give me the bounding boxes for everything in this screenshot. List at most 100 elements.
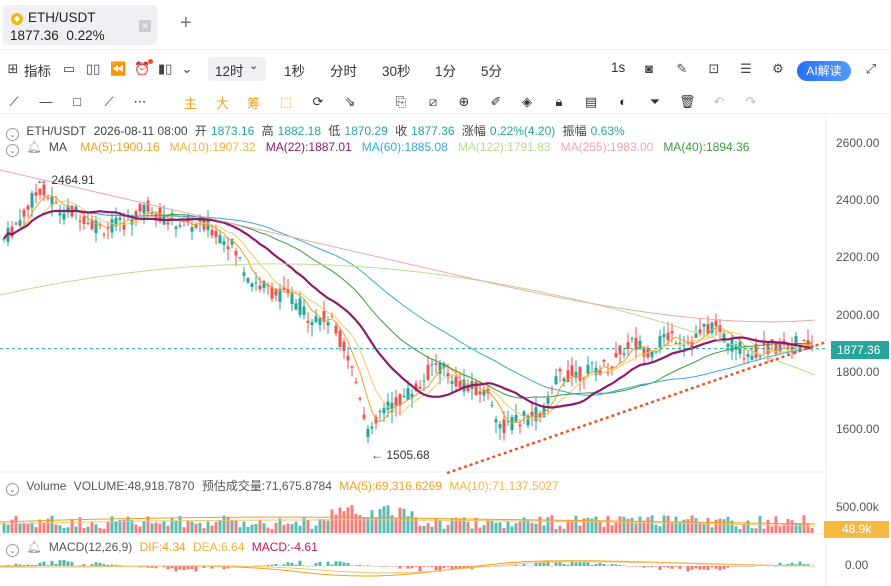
macd-bar	[314, 563, 318, 566]
measure-icon[interactable]: ⇘	[344, 94, 356, 109]
macd-bar	[346, 563, 350, 566]
camera-icon[interactable]: ◙	[645, 61, 653, 76]
chevron-down-icon[interactable]: ⌄	[6, 544, 19, 557]
macd-bar	[754, 565, 758, 567]
rectangle-icon[interactable]: □	[73, 94, 81, 109]
alarm-icon[interactable]: ⏰	[134, 61, 151, 76]
volume-bar	[762, 528, 766, 533]
magnet-icon[interactable]: ◐	[619, 94, 627, 109]
volume-bar	[794, 523, 798, 533]
add-tab-icon[interactable]: +	[180, 12, 192, 34]
volume-bar	[650, 515, 654, 533]
volume-bar	[578, 525, 582, 533]
macd-bar	[414, 566, 418, 567]
ruler-icon[interactable]: ⧄	[428, 94, 438, 109]
macd-bar	[586, 562, 590, 566]
candle-body	[30, 193, 34, 208]
calendar-icon[interactable]: ▭	[62, 61, 76, 76]
timeframe-selected[interactable]: 12时	[215, 64, 244, 79]
volume-bar	[734, 526, 738, 533]
more-icon[interactable]: ⋯	[133, 94, 147, 109]
trash-icon[interactable]: 🗑︎	[679, 94, 696, 109]
pencil-icon[interactable]: ✎	[676, 61, 688, 76]
settings-icon[interactable]: ⚙	[772, 61, 784, 76]
volume-bar	[198, 522, 202, 533]
macd-bar	[502, 565, 506, 567]
volume-bar	[590, 518, 594, 533]
sync-icon[interactable]: ⟳	[312, 94, 324, 109]
lock-icon[interactable]: 🔒︎	[555, 94, 563, 109]
candle-body	[118, 217, 122, 221]
volume-bar	[142, 520, 146, 533]
macd-bar	[274, 564, 278, 566]
indicator-icon[interactable]: ⊞	[7, 61, 19, 76]
candle-body	[694, 333, 698, 338]
candle-type-icon[interactable]: ▮▯	[158, 61, 173, 76]
candle-body	[386, 401, 390, 410]
marker-icon[interactable]: ⬚	[279, 94, 293, 109]
candle-body	[358, 398, 362, 400]
candle-body	[274, 288, 278, 296]
macd-bar	[598, 562, 602, 566]
indicators-button[interactable]: 指标	[24, 64, 51, 79]
y-axis-label: 2200.00	[836, 250, 880, 264]
chevron-down-icon[interactable]: ⌄	[249, 60, 259, 72]
zoom-in-icon[interactable]: ⊕	[458, 94, 470, 109]
new-window-icon[interactable]: ⊡	[708, 61, 720, 76]
volume-bar	[62, 527, 66, 533]
filter-icon[interactable]: ⏷	[649, 94, 661, 109]
candle-body	[450, 381, 454, 384]
timeframe-30s[interactable]: 30秒	[382, 64, 411, 79]
ray-icon[interactable]: ⟋	[104, 94, 114, 109]
timeframe-1m[interactable]: 1分	[435, 64, 457, 79]
chevron-down-icon[interactable]: ⌄	[6, 128, 19, 141]
volume-bar	[362, 518, 366, 533]
fullscreen-icon[interactable]: ⤢	[865, 61, 877, 76]
timeframe-5m[interactable]: 5分	[481, 64, 503, 79]
timeframe-1s[interactable]: 1秒	[284, 64, 306, 79]
replay-icon[interactable]: ⏪	[110, 61, 127, 76]
horizontal-line-icon[interactable]: —	[39, 94, 53, 109]
macd-bar	[174, 566, 178, 572]
volume-bar	[138, 526, 142, 533]
chevron-down-icon[interactable]: ⌄	[181, 61, 193, 76]
candle-body	[18, 220, 22, 226]
volume-bar	[810, 528, 814, 533]
bell-icon[interactable]: 🔔︎	[26, 140, 42, 154]
chevron-down-icon[interactable]: ⌄	[6, 144, 19, 157]
macd-bar	[102, 564, 106, 566]
ma122-line	[0, 263, 816, 376]
trend-line-icon[interactable]: ⟋	[9, 94, 19, 109]
macd-legend: ⌄ 🔔︎ MACD(12,26,9) DIF:4.34 DEA:6.64 MAC…	[6, 540, 322, 557]
brush-icon[interactable]: ✐	[490, 94, 502, 109]
edit-doc-icon[interactable]: ▤	[584, 94, 598, 109]
undo-icon[interactable]: ↶	[713, 94, 725, 109]
macd-bar	[446, 566, 450, 567]
candle-body	[142, 204, 146, 214]
volume-bar	[82, 528, 86, 533]
bell-icon[interactable]: 🔔︎	[26, 540, 42, 554]
layout-icon[interactable]: ▯▯	[86, 61, 101, 76]
close-icon[interactable]: ✕	[139, 20, 151, 32]
timeframe-select[interactable]	[208, 57, 266, 81]
chips-toggle[interactable]: 筹	[247, 96, 261, 111]
candle-body	[90, 219, 94, 230]
candle-body	[494, 419, 498, 423]
macd-bar	[558, 560, 562, 566]
visibility-icon[interactable]: ◈	[522, 94, 532, 109]
macd-bar	[154, 566, 158, 569]
symbol-tab[interactable]: ◆ ETH/USDT 1877.36 0.22% ✕	[3, 5, 157, 45]
ai-interpret-button[interactable]: AI解读	[797, 61, 851, 81]
candle-body	[242, 272, 246, 276]
interval-label[interactable]: 1s	[611, 60, 626, 75]
redo-icon[interactable]: ↷	[745, 94, 757, 109]
macd-bar	[58, 560, 62, 566]
chevron-down-icon[interactable]: ⌄	[6, 483, 19, 496]
main-force-toggle[interactable]: 主	[184, 96, 198, 111]
list-icon[interactable]: ☰	[740, 61, 752, 76]
big-order-toggle[interactable]: 大	[216, 96, 230, 111]
bookmark-icon[interactable]: ⎘	[395, 94, 407, 109]
volume-bar	[554, 528, 558, 533]
timeframe-time-share[interactable]: 分时	[330, 64, 357, 79]
